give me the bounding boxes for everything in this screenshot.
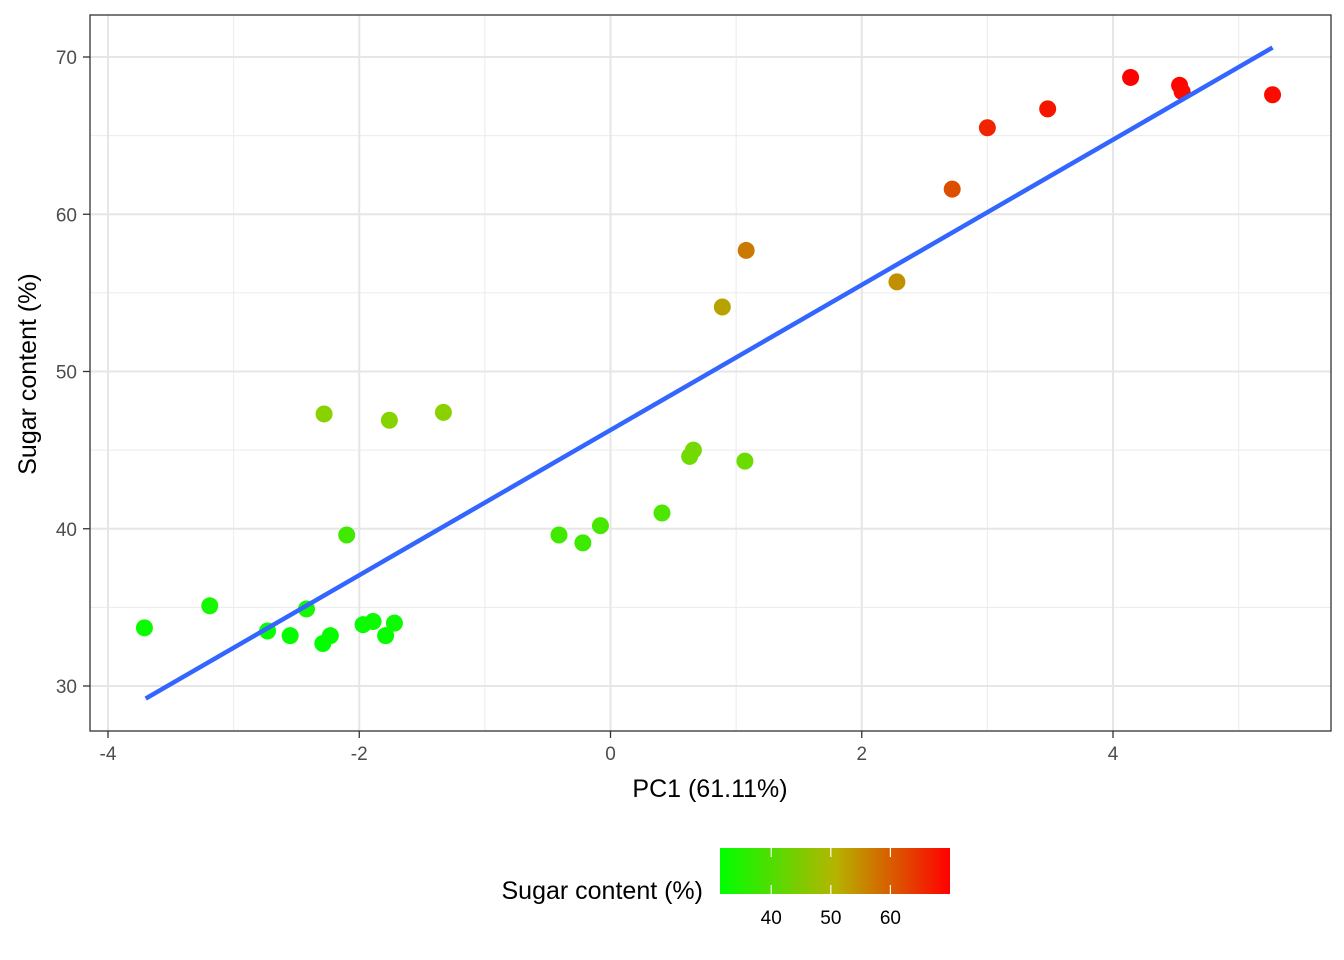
data-point — [377, 627, 395, 645]
data-point — [684, 441, 702, 459]
x-tick-label: 0 — [605, 744, 616, 765]
data-points — [135, 68, 1282, 653]
data-point — [201, 597, 219, 615]
data-point — [653, 504, 671, 522]
x-tick-label: -2 — [351, 744, 368, 765]
x-tick-label: 4 — [1108, 744, 1119, 765]
x-tick-label: 2 — [856, 744, 867, 765]
x-tick-label: -4 — [100, 744, 117, 765]
legend-tick-label: 40 — [761, 908, 782, 929]
axes: -4 -2 0 2 4 30 40 50 60 70 — [56, 48, 1119, 765]
plot-panel-border — [89, 14, 1332, 732]
legend-tick-label: 50 — [820, 908, 841, 929]
data-point — [574, 534, 592, 552]
legend: Sugar content (%) 40 50 60 — [502, 848, 950, 929]
legend-title: Sugar content (%) — [502, 877, 704, 905]
legend-tick-label: 60 — [880, 908, 901, 929]
regression-line — [144, 45, 1274, 701]
data-point — [1039, 100, 1057, 118]
data-point — [737, 241, 755, 259]
y-tick-label: 60 — [56, 205, 77, 226]
data-point — [943, 180, 961, 198]
data-point — [364, 613, 382, 631]
data-point — [321, 627, 339, 645]
data-point — [338, 526, 356, 544]
x-axis-title: PC1 (61.11%) — [632, 775, 787, 803]
legend-colorbar — [720, 848, 950, 894]
y-axis-title: Sugar content (%) — [14, 273, 42, 475]
data-point — [888, 273, 906, 291]
data-point — [550, 526, 568, 544]
y-tick-label: 30 — [56, 677, 77, 698]
data-point — [591, 517, 609, 535]
data-point — [385, 614, 403, 632]
y-tick-label: 40 — [56, 520, 77, 541]
data-point — [1122, 68, 1140, 86]
legend-ticks: 40 50 60 — [761, 848, 901, 929]
y-tick-label: 50 — [56, 363, 77, 384]
data-point — [434, 403, 452, 421]
data-point — [135, 619, 153, 637]
data-point — [736, 452, 754, 470]
y-tick-label: 70 — [56, 48, 77, 69]
data-point — [281, 627, 299, 645]
data-point — [713, 298, 731, 316]
regression-line-segment — [144, 45, 1274, 701]
data-point — [380, 411, 398, 429]
data-point — [1264, 86, 1282, 104]
data-point — [315, 405, 333, 423]
data-point — [978, 119, 996, 137]
